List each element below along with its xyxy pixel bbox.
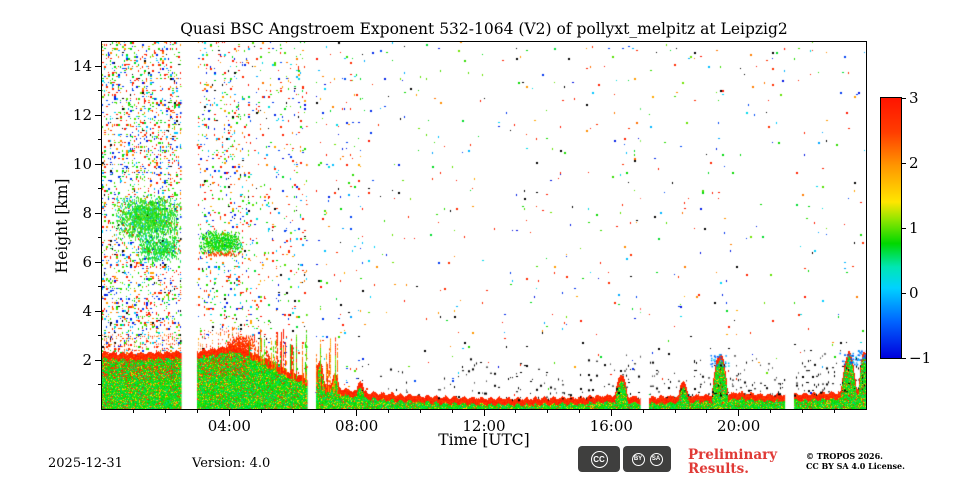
x-minor-tick-mark bbox=[770, 410, 771, 413]
x-tick-mark bbox=[610, 410, 612, 416]
plot-area bbox=[101, 41, 867, 410]
chart-title: Quasi BSC Angstroem Exponent 532-1064 (V… bbox=[180, 20, 788, 38]
y-tick-label: 10 bbox=[72, 155, 92, 174]
copyright-line1: © TROPOS 2026. bbox=[806, 451, 883, 461]
x-minor-tick-mark bbox=[642, 410, 644, 413]
copyright-line2: CC BY SA 4.0 License. bbox=[806, 460, 905, 471]
colorbar-tick-mark bbox=[902, 292, 906, 294]
x-tick-label: 12:00 bbox=[462, 417, 506, 435]
y-minor-tick-mark bbox=[98, 90, 101, 92]
date-label: 2025-12-31 bbox=[48, 456, 123, 471]
y-tick-label: 2 bbox=[82, 351, 92, 370]
x-minor-tick-mark bbox=[515, 410, 517, 413]
y-tick-mark bbox=[95, 114, 101, 116]
by-icon: BY bbox=[631, 452, 645, 466]
y-tick-mark bbox=[95, 212, 101, 214]
colorbar-tick-label: 0 bbox=[909, 284, 919, 302]
x-tick-label: 20:00 bbox=[717, 417, 761, 435]
cc-by-sa-icons: BY SA bbox=[623, 446, 671, 472]
copyright-label: © TROPOS 2026. CC BY SA 4.0 License. bbox=[806, 451, 905, 471]
y-tick-label: 8 bbox=[82, 204, 92, 223]
y-tick-mark bbox=[95, 163, 101, 165]
preliminary-line2: Results. bbox=[688, 461, 749, 477]
colorbar-tick-label: 2 bbox=[909, 154, 919, 172]
cc-license-badge: CC BY SA bbox=[578, 446, 671, 472]
colorbar-tick-mark bbox=[902, 227, 906, 229]
preliminary-line1: Preliminary bbox=[688, 447, 778, 463]
x-tick-mark bbox=[356, 410, 358, 416]
cc-circle-icon: CC bbox=[590, 450, 608, 468]
y-minor-tick-mark bbox=[98, 237, 101, 239]
sa-icon: SA bbox=[649, 452, 663, 466]
y-minor-tick-mark bbox=[98, 384, 101, 386]
x-minor-tick-mark bbox=[451, 410, 453, 413]
y-minor-tick-mark bbox=[98, 286, 101, 288]
x-tick-label: 04:00 bbox=[207, 417, 251, 435]
y-minor-tick-mark bbox=[98, 188, 101, 190]
x-minor-tick-mark bbox=[579, 410, 580, 413]
preliminary-results-label: Preliminary Results. bbox=[688, 448, 777, 476]
y-tick-mark bbox=[95, 310, 101, 312]
y-tick-label: 14 bbox=[72, 57, 92, 76]
heatmap-canvas bbox=[102, 42, 866, 409]
colorbar-tick-label: 1 bbox=[909, 219, 919, 237]
x-minor-tick-mark bbox=[833, 410, 835, 413]
x-minor-tick-mark bbox=[324, 410, 326, 413]
colorbar bbox=[880, 97, 902, 359]
x-minor-tick-mark bbox=[133, 410, 135, 413]
x-tick-mark bbox=[483, 410, 485, 416]
x-tick-mark bbox=[228, 410, 230, 416]
colorbar-tick-mark bbox=[902, 357, 906, 359]
colorbar-tick-mark bbox=[902, 162, 906, 164]
y-tick-label: 12 bbox=[72, 106, 92, 125]
version-label: Version: 4.0 bbox=[192, 456, 271, 471]
x-minor-tick-mark bbox=[165, 410, 167, 413]
x-minor-tick-mark bbox=[388, 410, 389, 413]
x-tick-mark bbox=[738, 410, 740, 416]
y-minor-tick-mark bbox=[98, 139, 101, 141]
x-minor-tick-mark bbox=[801, 410, 803, 413]
x-minor-tick-mark bbox=[706, 410, 708, 413]
colorbar-tick-label: 3 bbox=[909, 89, 919, 107]
colorbar-tick-mark bbox=[902, 97, 906, 99]
x-tick-label: 08:00 bbox=[335, 417, 379, 435]
colorbar-gradient bbox=[881, 98, 901, 358]
y-minor-tick-mark bbox=[98, 335, 101, 337]
y-tick-mark bbox=[95, 261, 101, 263]
y-tick-mark bbox=[95, 359, 101, 361]
x-axis-label: Time [UTC] bbox=[438, 431, 530, 449]
x-minor-tick-mark bbox=[197, 410, 198, 413]
x-tick-label: 16:00 bbox=[589, 417, 633, 435]
cc-logo-icon: CC bbox=[578, 446, 620, 472]
y-tick-label: 4 bbox=[82, 302, 92, 321]
x-minor-tick-mark bbox=[547, 410, 549, 413]
colorbar-tick-label: −1 bbox=[909, 349, 932, 367]
x-minor-tick-mark bbox=[419, 410, 421, 413]
y-tick-mark bbox=[95, 65, 101, 67]
x-minor-tick-mark bbox=[260, 410, 262, 413]
y-tick-label: 6 bbox=[82, 253, 92, 272]
x-minor-tick-mark bbox=[292, 410, 294, 413]
x-minor-tick-mark bbox=[674, 410, 676, 413]
